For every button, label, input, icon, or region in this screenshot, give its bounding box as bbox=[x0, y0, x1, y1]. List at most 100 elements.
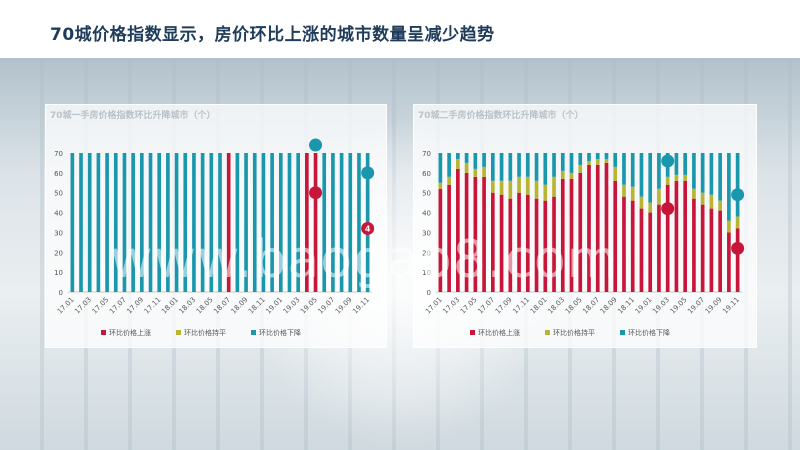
x-tick-label: 17.05 bbox=[459, 296, 479, 316]
bar-down bbox=[456, 153, 460, 159]
x-tick-label: 17.07 bbox=[108, 296, 128, 316]
x-tick-label: 17.09 bbox=[494, 296, 514, 316]
highlight-marker bbox=[309, 138, 323, 152]
x-tick-label: 18.03 bbox=[546, 296, 566, 316]
marker-label: 4 bbox=[365, 224, 371, 233]
bar-up bbox=[552, 196, 556, 292]
bar-up bbox=[226, 153, 231, 292]
highlight-marker bbox=[361, 221, 375, 235]
bar-flat bbox=[569, 172, 574, 179]
bar-down bbox=[674, 153, 679, 175]
bar-flat bbox=[490, 180, 495, 193]
bar-down bbox=[718, 153, 722, 201]
bar-up bbox=[683, 180, 688, 292]
bar-down bbox=[692, 153, 696, 189]
y-tick-label: 60 bbox=[422, 170, 431, 178]
bar-up bbox=[499, 194, 504, 292]
bar-down bbox=[447, 153, 451, 177]
bar-flat bbox=[613, 166, 618, 181]
x-tick-label: 19.07 bbox=[686, 296, 706, 316]
bar-flat bbox=[543, 184, 548, 201]
bar-up bbox=[727, 232, 731, 292]
x-tick-label: 18.01 bbox=[529, 296, 549, 316]
bar-down bbox=[322, 153, 327, 292]
x-tick-label: 18.11 bbox=[616, 296, 636, 316]
legend-swatch bbox=[620, 330, 625, 335]
bar-flat bbox=[447, 176, 451, 185]
bar-up bbox=[595, 164, 600, 292]
bar-down bbox=[192, 153, 196, 292]
bar-up bbox=[464, 172, 469, 292]
bar-down bbox=[657, 153, 661, 189]
title-bar: 70城价格指数显示，房价环比上涨的城市数量呈减少趋势 bbox=[0, 0, 800, 58]
bar-up bbox=[622, 196, 626, 292]
bar-down bbox=[270, 153, 274, 292]
x-tick-label: 17.07 bbox=[476, 296, 496, 316]
bar-up bbox=[438, 188, 443, 292]
x-tick-label: 17.05 bbox=[91, 296, 111, 316]
bar-down bbox=[148, 153, 153, 292]
highlight-marker bbox=[661, 202, 675, 216]
x-tick-label: 19.07 bbox=[316, 296, 336, 316]
bar-down bbox=[278, 153, 283, 292]
legend-swatch bbox=[176, 330, 181, 335]
bar-up bbox=[534, 198, 539, 292]
bar-down bbox=[683, 153, 688, 175]
bar-up bbox=[700, 204, 705, 292]
chart-second-hand: 0 10 20 30 40 50 60 70 17.0117.0317.0517.0717.09… bbox=[422, 150, 745, 337]
bar-up bbox=[587, 164, 591, 292]
x-tick-label: 18.03 bbox=[178, 296, 198, 316]
bar-up bbox=[578, 172, 583, 292]
y-tick-label: 30 bbox=[54, 229, 63, 237]
bar-down bbox=[630, 153, 635, 187]
bar-down bbox=[578, 153, 583, 165]
bar-flat bbox=[718, 200, 722, 211]
bar-up bbox=[525, 194, 530, 292]
bar-down bbox=[339, 153, 344, 292]
chart-new-home: 0 10 20 30 40 50 60 70 17.0117.0317.0517.0717.09… bbox=[54, 138, 375, 337]
bar-flat bbox=[622, 184, 626, 197]
y-tick-label: 40 bbox=[422, 210, 431, 218]
bar-flat bbox=[604, 158, 609, 163]
highlight-marker bbox=[361, 166, 375, 180]
bar-up bbox=[473, 176, 478, 292]
bar-down bbox=[166, 153, 170, 292]
y-tick-label: 10 bbox=[54, 269, 63, 277]
bar-flat bbox=[552, 176, 556, 197]
x-tick-label: 19.03 bbox=[651, 296, 671, 316]
bar-flat bbox=[438, 182, 443, 189]
bar-flat bbox=[700, 192, 705, 205]
bar-down bbox=[604, 153, 609, 159]
bar-up bbox=[456, 168, 460, 292]
bar-down bbox=[490, 153, 495, 181]
bar-down bbox=[464, 153, 469, 163]
x-tick-label: 18.07 bbox=[581, 296, 601, 316]
bar-down bbox=[348, 153, 353, 292]
bar-down bbox=[700, 153, 705, 193]
y-tick-label: 10 bbox=[422, 269, 431, 277]
bar-down bbox=[183, 153, 188, 292]
bar-down bbox=[560, 153, 565, 171]
bar-up bbox=[313, 153, 318, 292]
legend-label: 环比价格持平 bbox=[553, 328, 595, 337]
legend-label: 环比价格上涨 bbox=[478, 328, 520, 337]
bar-down bbox=[122, 153, 127, 292]
x-tick-label: 17.11 bbox=[143, 296, 163, 316]
bar-down bbox=[525, 153, 530, 177]
chart-panel-new-home: 70城一手房价格指数环比升降城市（个） 0 10 20 30 40 50 60 70 17.01… bbox=[45, 104, 387, 348]
bar-up bbox=[305, 153, 309, 292]
bar-down bbox=[569, 153, 574, 173]
legend-swatch bbox=[251, 330, 256, 335]
x-tick-label: 18.09 bbox=[230, 296, 250, 316]
legend-swatch bbox=[545, 330, 550, 335]
x-tick-label: 17.01 bbox=[56, 296, 76, 316]
bar-down bbox=[534, 153, 539, 181]
bar-up bbox=[482, 176, 486, 292]
bar-down bbox=[131, 153, 135, 292]
bar-flat bbox=[727, 220, 731, 233]
bar-flat bbox=[587, 160, 591, 165]
bar-flat bbox=[683, 174, 688, 181]
bar-up bbox=[560, 178, 565, 292]
x-tick-label: 19.09 bbox=[704, 296, 724, 316]
bar-up bbox=[490, 192, 495, 292]
